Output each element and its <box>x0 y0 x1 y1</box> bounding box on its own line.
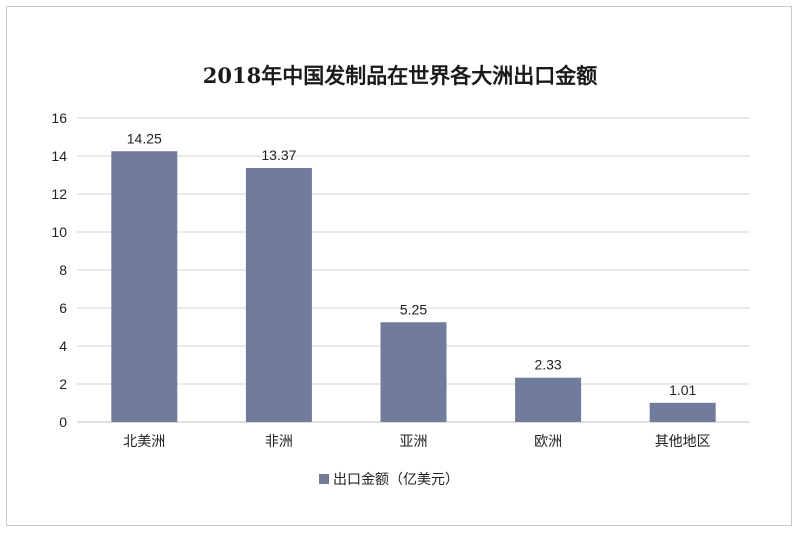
data-label: 2.33 <box>534 357 561 373</box>
y-tick-label: 8 <box>59 262 67 278</box>
y-tick-label: 6 <box>59 300 67 316</box>
y-tick-label: 2 <box>59 376 67 392</box>
grid-lines <box>77 117 750 423</box>
chart-title: 2018年中国发制品在世界各大洲出口金额 <box>203 63 597 88</box>
y-tick-label: 14 <box>51 148 67 164</box>
bar <box>245 167 312 422</box>
legend-label: 出口金额（亿美元） <box>333 472 459 488</box>
y-tick-label: 12 <box>51 186 67 202</box>
y-tick-label: 10 <box>51 224 67 240</box>
data-labels: 14.25 13.37 5.25 2.33 1.01 <box>127 130 697 398</box>
legend-swatch <box>319 474 329 484</box>
legend: 出口金额（亿美元） <box>319 472 459 488</box>
bar <box>515 377 582 422</box>
y-tick-label: 0 <box>59 414 67 430</box>
data-label: 13.37 <box>261 147 296 163</box>
bar <box>380 322 447 422</box>
data-label: 1.01 <box>669 382 696 398</box>
y-axis-ticks: 0 2 4 6 8 10 12 14 16 <box>51 110 67 430</box>
bar <box>649 402 716 422</box>
x-category-label: 欧洲 <box>534 434 562 450</box>
data-label: 5.25 <box>400 301 427 317</box>
y-tick-label: 16 <box>51 110 67 126</box>
x-axis-categories: 北美洲 非洲 亚洲 欧洲 其他地区 <box>123 434 710 450</box>
x-category-label: 亚洲 <box>400 434 428 450</box>
bar <box>111 151 178 422</box>
x-category-label: 非洲 <box>265 434 293 450</box>
x-category-label: 北美洲 <box>123 434 165 450</box>
x-category-label: 其他地区 <box>655 434 711 450</box>
y-tick-label: 4 <box>59 338 67 354</box>
data-label: 14.25 <box>127 130 162 146</box>
bars <box>111 151 716 422</box>
